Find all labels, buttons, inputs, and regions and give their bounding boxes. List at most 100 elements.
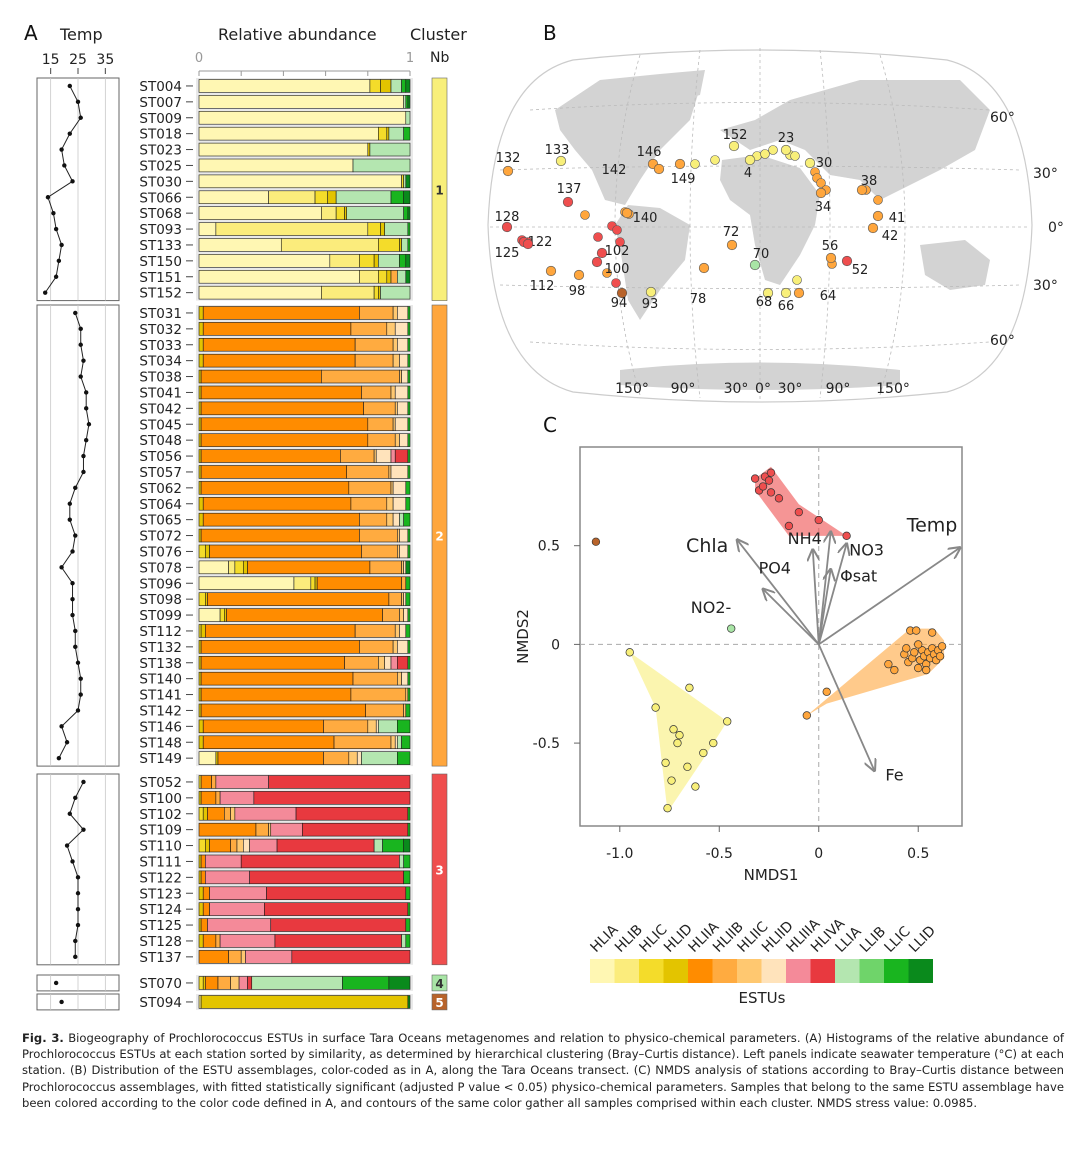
bar-segment-hlid xyxy=(198,385,202,400)
bar-segment-hliib xyxy=(344,655,379,670)
station-label: ST099 xyxy=(139,608,182,624)
nmds-point-cluster2 xyxy=(937,642,947,651)
bar-segment-hlic xyxy=(314,190,329,205)
bar-segment-hliiia xyxy=(209,886,267,900)
map-station-dot xyxy=(653,163,665,175)
abundance-tick-label: 0 xyxy=(195,51,203,66)
map-station-label: 132 xyxy=(496,151,521,166)
temp-point xyxy=(78,374,83,379)
bar-segment-llic xyxy=(403,854,411,869)
bar-segment-hlid xyxy=(367,142,371,157)
temp-line xyxy=(44,85,82,293)
bar-segment-hliic xyxy=(392,337,398,352)
station-label: ST066 xyxy=(139,190,182,206)
caption-label: Fig. 3. xyxy=(22,1031,64,1045)
temp-point xyxy=(59,242,64,248)
temp-point xyxy=(78,326,83,332)
station-label: ST032 xyxy=(139,322,182,338)
bar-segment-hliiia xyxy=(245,950,293,964)
map-station-dot xyxy=(596,247,608,259)
panel-c-label: C xyxy=(543,413,557,437)
station-label: ST078 xyxy=(139,560,182,576)
bar-segment-hliic xyxy=(378,655,385,670)
bar-segment-llic xyxy=(405,886,411,900)
bar-segment-hlib xyxy=(280,238,379,252)
bar-segment-hliib xyxy=(224,806,231,821)
bar-segment-hlic xyxy=(369,79,381,93)
estu-legend: ESTUs HLIAHLIBHLICHLIDHLIIAHLIIBHLIICHLI… xyxy=(588,915,939,1007)
bar-segment-hliib xyxy=(363,401,396,416)
y-tick-label: -0.5 xyxy=(533,736,560,752)
station-label: ST009 xyxy=(139,111,182,127)
bar-segment-hliib xyxy=(348,481,392,495)
legend-swatch-llia xyxy=(835,959,860,983)
bar-segment-hliid xyxy=(394,735,398,749)
bar-segment-hlid xyxy=(243,560,248,575)
bar-segment-hlid xyxy=(386,269,392,284)
bar-segment-hliia xyxy=(200,481,350,495)
bar-segment-hliiia xyxy=(209,902,265,916)
bar-segment-hliia xyxy=(202,512,360,527)
temp-point xyxy=(75,708,81,713)
bar-segment-llia xyxy=(397,735,402,749)
env-vector-label: Fe xyxy=(885,766,903,785)
nmds-point-cluster2 xyxy=(928,628,937,637)
bar-segment-llia xyxy=(378,254,400,268)
bar-segment-hliva xyxy=(249,870,404,885)
env-vector-label: NO3 xyxy=(849,541,884,560)
map-latitude-labels: 60° 30° 0° 30° 60° xyxy=(990,110,1064,349)
nmds-point-cluster1 xyxy=(709,738,718,748)
bar-segment-hliib xyxy=(211,775,217,789)
map-station-dot xyxy=(816,178,826,188)
temp-tick-label: 35 xyxy=(96,52,114,68)
temp-point xyxy=(81,453,86,459)
bar-segment-llia xyxy=(403,95,407,109)
map-station-label: 93 xyxy=(642,297,659,312)
temp-point xyxy=(67,501,73,506)
bar-segment-hliib xyxy=(215,791,221,805)
temp-line xyxy=(66,781,85,957)
station-label: ST041 xyxy=(139,385,182,401)
temp-point xyxy=(78,692,83,697)
nmds-point-cluster2 xyxy=(910,648,919,657)
bar-segment-hlia xyxy=(198,222,217,236)
legend-swatch-hliic xyxy=(737,959,762,983)
bar-segment-hliib xyxy=(361,544,398,559)
bar-segment-hlib xyxy=(293,576,312,590)
bar-segment-hliib xyxy=(350,687,407,702)
world-map: 60° 30° 0° 30° 60° 150° 90° 30° 0° 30° 90° 150° 13… xyxy=(487,48,1064,403)
bar-segment-hlid xyxy=(198,640,202,654)
map-station-label: 146 xyxy=(637,145,662,160)
nmds-point-cluster3 xyxy=(766,488,776,497)
bar-segment-hliic xyxy=(394,401,398,416)
bar-segment-hliib xyxy=(346,465,390,479)
bar-segment-hliic xyxy=(405,687,409,702)
cluster-title-nb: Nb xyxy=(430,50,449,66)
panel-c: C -1.0 -0.5 0 0.5 0.5 0 -0.5 NMDS1 NMDS2 Chla NH4 P… xyxy=(514,413,962,884)
nmds-point-cluster5 xyxy=(591,537,601,546)
longitude-label: 90° xyxy=(671,381,696,397)
bar-segment-hliid xyxy=(401,369,409,384)
nmds-point-cluster2 xyxy=(935,652,945,661)
legend-swatch-hliiia xyxy=(786,959,811,983)
bar-segment-llic xyxy=(405,576,411,590)
bar-segment-hliib xyxy=(350,496,388,511)
bar-segment-llic xyxy=(407,671,411,686)
bar-segment-hliib xyxy=(401,576,407,590)
legend-swatch-llic xyxy=(884,959,909,983)
bar-segment-llic xyxy=(405,592,411,606)
bar-segment-hliic xyxy=(388,465,392,479)
bar-segment-hliiia xyxy=(207,918,272,932)
bar-segment-hliic xyxy=(392,417,396,431)
bar-segment-hliiia xyxy=(219,934,276,948)
bar-segment-hlid xyxy=(198,671,202,686)
bar-segment-llic xyxy=(407,687,411,702)
temp-point xyxy=(45,195,51,200)
bar-segment-llic xyxy=(407,369,411,384)
bar-segment-hliic xyxy=(399,369,402,384)
bar-segment-hliid xyxy=(399,353,409,368)
cluster-number: 3 xyxy=(435,863,443,877)
temp-point xyxy=(64,843,70,848)
temp-point xyxy=(70,179,75,184)
bar-segment-hliia xyxy=(207,806,225,821)
